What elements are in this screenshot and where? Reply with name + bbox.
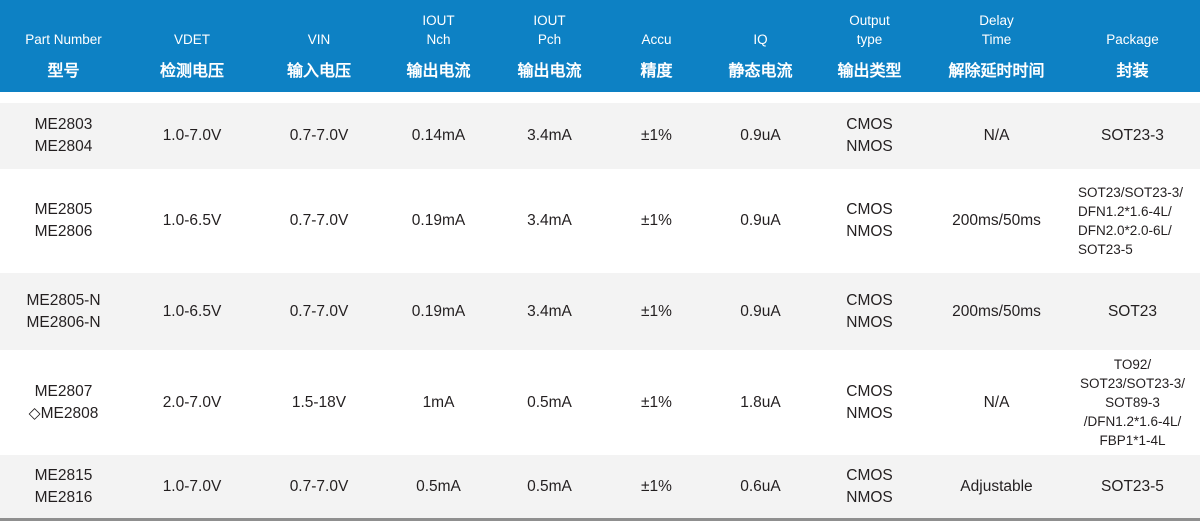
cell-delay-time: 200ms/50ms xyxy=(952,212,1041,229)
cell-vdet: 1.0-6.5V xyxy=(162,212,222,229)
cell-vin: 0.7-7.0V xyxy=(289,212,349,229)
cell-iout-nch: 1mA xyxy=(422,393,455,411)
cell-part-number: ME2805-N ME2806-N xyxy=(0,273,127,350)
header-zh-iq: 静态电流 xyxy=(728,63,793,80)
cell-delay-time: N/A xyxy=(983,393,1010,411)
header-row: Part Number 型号 VDET 检测电压 VIN 输入电压 IOUT N… xyxy=(0,0,1200,92)
table-row: ME2805-N ME2806-N 1.0-6.5V 0.7-7.0V 0.19… xyxy=(0,273,1200,350)
cell-output-type: CMOS NMOS xyxy=(811,455,928,518)
cell-part-number: ME2815 ME2816 xyxy=(0,455,127,518)
cell-delay-time: 200ms/50ms xyxy=(928,273,1065,350)
header-cell-vin: VIN 输入电压 xyxy=(257,0,381,92)
cell-iq: 0.9uA xyxy=(710,273,811,350)
cell-iout-nch: 0.14mA xyxy=(381,103,496,169)
cell-iout-pch: 3.4mA xyxy=(527,212,572,229)
header-en-package: Package xyxy=(1106,32,1159,48)
header-zh-part-number: 型号 xyxy=(47,63,80,80)
header-cell-delay-time: Delay Time 解除延时时间 xyxy=(928,0,1065,92)
cell-output-type: CMOS NMOS xyxy=(846,201,893,240)
table-row: ME2807 ◇ME2808 2.0-7.0V 1.5-18V 1mA 0.5m… xyxy=(0,350,1200,455)
cell-package: SOT23/SOT23-3/ DFN1.2*1.6-4L/ DFN2.0*2.0… xyxy=(1078,184,1184,258)
cell-package: SOT23 xyxy=(1065,273,1200,350)
header-en-vin: VIN xyxy=(307,32,331,48)
header-en-delay-time: Delay Time xyxy=(979,12,1014,48)
header-zh-accuracy: 精度 xyxy=(640,63,673,80)
bottom-rule xyxy=(0,518,1200,521)
header-en-vdet: VDET xyxy=(173,32,210,48)
header-en-part-number: Part Number xyxy=(25,32,102,48)
header-cell-accuracy: Accu 精度 xyxy=(603,0,710,92)
cell-package: TO92/ SOT23/SOT23-3/ SOT89-3 /DFN1.2*1.6… xyxy=(1079,356,1186,449)
cell-vdet: 1.0-6.5V xyxy=(127,273,257,350)
cell-iout-nch: 0.19mA xyxy=(381,273,496,350)
cell-accuracy: ±1% xyxy=(641,393,672,411)
cell-output-type: CMOS NMOS xyxy=(811,103,928,169)
cell-iout-pch: 0.5mA xyxy=(496,455,603,518)
table-row: ME2815 ME2816 1.0-7.0V 0.7-7.0V 0.5mA 0.… xyxy=(0,455,1200,518)
cell-iout-pch: 3.4mA xyxy=(496,103,603,169)
header-cell-part-number: Part Number 型号 xyxy=(0,0,127,92)
cell-vdet: 1.0-7.0V xyxy=(127,455,257,518)
cell-delay-time: N/A xyxy=(928,103,1065,169)
cell-output-type: CMOS NMOS xyxy=(811,273,928,350)
table-row: ME2805 ME2806 1.0-6.5V 0.7-7.0V 0.19mA 3… xyxy=(0,169,1200,273)
header-zh-package: 封装 xyxy=(1116,63,1149,80)
header-en-iq: IQ xyxy=(753,32,768,48)
cell-vin: 1.5-18V xyxy=(291,393,347,411)
header-zh-vin: 输入电压 xyxy=(286,63,351,80)
header-cell-iout-nch: IOUT Nch 输出电流 xyxy=(381,0,496,92)
cell-accuracy: ±1% xyxy=(603,455,710,518)
cell-iout-pch: 0.5mA xyxy=(527,393,572,411)
header-en-iout-nch: IOUT Nch xyxy=(422,12,455,48)
table-row: ME2803 ME2804 1.0-7.0V 0.7-7.0V 0.14mA 3… xyxy=(0,103,1200,169)
cell-iout-pch: 3.4mA xyxy=(496,273,603,350)
cell-accuracy: ±1% xyxy=(641,212,672,229)
header-gap xyxy=(0,92,1200,103)
cell-vdet: 1.0-7.0V xyxy=(127,103,257,169)
cell-iq: 1.8uA xyxy=(740,393,781,411)
cell-iq: 0.9uA xyxy=(740,212,781,229)
cell-vin: 0.7-7.0V xyxy=(257,103,381,169)
header-zh-iout-pch: 输出电流 xyxy=(517,63,582,80)
cell-delay-time: Adjustable xyxy=(928,455,1065,518)
header-zh-vdet: 检测电压 xyxy=(159,63,224,80)
header-cell-output-type: Output type 输出类型 xyxy=(811,0,928,92)
cell-iout-nch: 0.19mA xyxy=(411,212,466,229)
header-en-output-type: Output type xyxy=(849,12,890,48)
cell-vdet: 2.0-7.0V xyxy=(162,393,222,411)
cell-output-type: CMOS NMOS xyxy=(846,382,893,422)
cell-vin: 0.7-7.0V xyxy=(257,273,381,350)
cell-part-number: ME2807 ◇ME2808 xyxy=(28,382,99,422)
cell-accuracy: ±1% xyxy=(603,103,710,169)
header-zh-iout-nch: 输出电流 xyxy=(406,63,471,80)
cell-accuracy: ±1% xyxy=(603,273,710,350)
header-zh-output-type: 输出类型 xyxy=(837,63,902,80)
cell-part-number: ME2805 ME2806 xyxy=(34,201,93,240)
header-en-iout-pch: IOUT Pch xyxy=(533,12,566,48)
header-cell-iq: IQ 静态电流 xyxy=(710,0,811,92)
cell-vin: 0.7-7.0V xyxy=(257,455,381,518)
table-header: Part Number 型号 VDET 检测电压 VIN 输入电压 IOUT N… xyxy=(0,0,1200,92)
header-cell-package: Package 封装 xyxy=(1065,0,1200,92)
header-zh-delay-time: 解除延时时间 xyxy=(948,63,1045,80)
header-cell-iout-pch: IOUT Pch 输出电流 xyxy=(496,0,603,92)
cell-iq: 0.9uA xyxy=(710,103,811,169)
header-cell-vdet: VDET 检测电压 xyxy=(127,0,257,92)
cell-part-number: ME2803 ME2804 xyxy=(0,103,127,169)
cell-package: SOT23-3 xyxy=(1065,103,1200,169)
header-en-accuracy: Accu xyxy=(641,32,672,48)
cell-package: SOT23-5 xyxy=(1065,455,1200,518)
cell-iout-nch: 0.5mA xyxy=(381,455,496,518)
cell-iq: 0.6uA xyxy=(710,455,811,518)
